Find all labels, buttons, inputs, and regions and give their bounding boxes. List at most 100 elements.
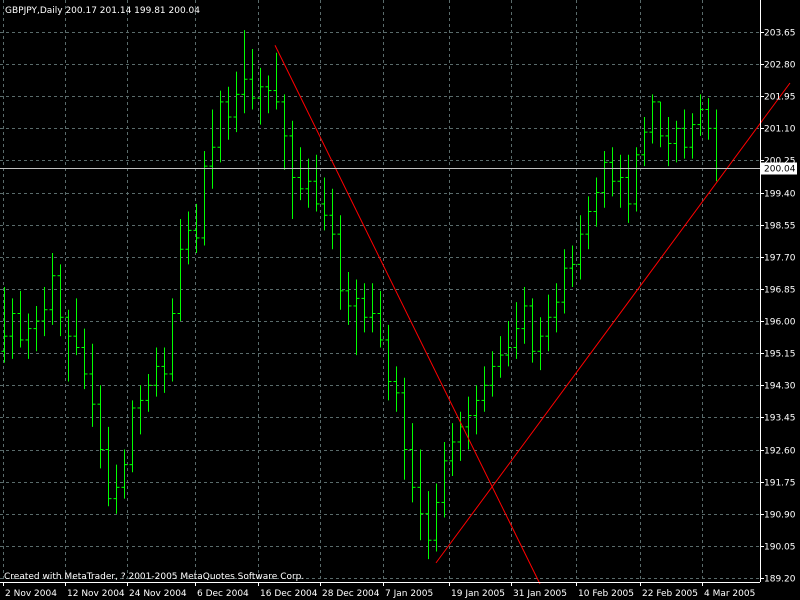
ohlc-bar-64 <box>513 302 520 359</box>
x-tick-label-1: 12 Nov 2004 <box>67 589 125 599</box>
ohlc-bar-75 <box>601 151 608 208</box>
current-price-label: 200.04 <box>761 162 797 175</box>
ohlc-bar-18 <box>145 373 152 412</box>
y-tick-label-14: 191.75 <box>764 479 796 489</box>
ohlc-bar-77 <box>617 154 624 208</box>
y-tick-label-0: 203.65 <box>764 29 796 39</box>
ohlc-bar-45 <box>361 283 368 333</box>
ohlc-bar-40 <box>321 177 328 231</box>
ohlc-bar-0 <box>1 287 8 363</box>
ohlc-bar-37 <box>297 147 304 201</box>
ohlc-bar-65 <box>521 287 528 344</box>
ohlc-bar-30 <box>241 30 248 114</box>
ohlc-bar-32 <box>257 67 264 125</box>
y-tick-label-12: 193.45 <box>764 414 796 424</box>
ohlc-bar-2 <box>17 290 24 348</box>
ohlc-bar-55 <box>441 441 448 518</box>
ohlc-bar-29 <box>233 71 240 133</box>
y-tick-label-7: 197.70 <box>764 254 796 264</box>
x-tick-label-3: 6 Dec 2004 <box>197 589 249 599</box>
ohlc-bar-13 <box>105 426 112 507</box>
x-tick-label-0: 2 Nov 2004 <box>5 589 57 599</box>
ohlc-bar-69 <box>553 283 560 333</box>
ohlc-bar-68 <box>545 294 552 352</box>
ohlc-bar-42 <box>337 215 344 310</box>
ohlc-bar-36 <box>289 120 296 220</box>
y-tick-label-2: 201.95 <box>764 93 796 103</box>
x-tick-label-2: 24 Nov 2004 <box>129 589 187 599</box>
y-tick-label-1: 202.80 <box>764 61 796 71</box>
ohlc-bar-61 <box>489 351 496 397</box>
ohlc-bar-33 <box>265 75 272 114</box>
ohlc-bar-23 <box>185 211 192 265</box>
x-axis-ticks: 2 Nov 2004 12 Nov 2004 24 Nov 2004 6 Dec 20… <box>3 582 755 599</box>
ohlc-bar-70 <box>561 249 568 314</box>
ohlc-bar-22 <box>177 219 184 322</box>
ohlc-bar-41 <box>329 188 336 250</box>
ohlc-bar-25 <box>201 151 208 246</box>
ohlc-bar-50 <box>401 377 408 480</box>
y-tick-label-17: 189.20 <box>764 575 796 585</box>
y-tick-label-9: 196.00 <box>764 318 796 328</box>
ohlc-bar-26 <box>209 109 216 189</box>
ohlc-bar-81 <box>649 94 656 144</box>
ohlc-bar-4 <box>33 305 40 352</box>
grid <box>0 0 760 582</box>
x-tick-label-6: 7 Jan 2005 <box>385 589 433 599</box>
y-tick-label-5: 199.40 <box>764 190 796 200</box>
ohlc-bar-15 <box>121 449 128 499</box>
ohlc-bar-6 <box>49 253 56 325</box>
ohlc-bar-10 <box>81 328 88 390</box>
x-tick-label-9: 10 Feb 2005 <box>578 589 634 599</box>
ohlc-bar-54 <box>433 483 440 552</box>
svg-text:200.04: 200.04 <box>764 165 796 175</box>
ohlc-bar-82 <box>657 101 664 148</box>
ohlc-bar-51 <box>409 423 416 503</box>
ohlc-bar-63 <box>505 321 512 367</box>
ohlc-bar-3 <box>25 313 32 359</box>
ohlc-bar-7 <box>57 264 64 337</box>
ohlc-bar-43 <box>345 271 352 325</box>
ohlc-bar-52 <box>417 449 424 541</box>
ohlc-bar-12 <box>97 385 104 469</box>
x-tick-label-5: 28 Dec 2004 <box>322 589 380 599</box>
ohlc-bar-85 <box>681 109 688 159</box>
ohlc-bar-53 <box>425 491 432 560</box>
ohlc-bar-83 <box>665 117 672 167</box>
ohlc-bar-74 <box>593 177 600 227</box>
price-bars[interactable] <box>1 30 720 560</box>
y-axis-ticks: 203.65 202.80 201.95 201.10 200.25 199.40 198.… <box>760 29 796 585</box>
ohlc-bar-79 <box>633 147 640 212</box>
y-tick-label-6: 198.55 <box>764 222 796 232</box>
ohlc-bar-28 <box>225 86 232 140</box>
ohlc-bar-47 <box>377 290 384 348</box>
ohlc-bar-8 <box>65 309 72 382</box>
ohlc-bar-71 <box>569 245 576 288</box>
ohlc-bar-59 <box>473 385 480 435</box>
ohlc-bar-27 <box>217 90 224 163</box>
ohlc-bar-49 <box>393 366 400 412</box>
y-tick-label-3: 201.10 <box>764 125 796 135</box>
ohlc-bar-34 <box>273 52 280 110</box>
trendlines[interactable] <box>274 45 791 585</box>
ohlc-bar-76 <box>609 147 616 197</box>
chart-header: GBPJPY,Daily 200.17 201.14 199.81 200.04 <box>5 6 200 16</box>
trendline-1 <box>435 82 791 564</box>
ohlc-bar-48 <box>385 324 392 401</box>
ohlc-bar-73 <box>585 196 592 250</box>
ohlc-bar-84 <box>673 120 680 163</box>
ohlc-bar-1 <box>9 298 16 359</box>
ohlc-bar-46 <box>369 283 376 333</box>
ohlc-bar-60 <box>481 366 488 412</box>
ohlc-bar-58 <box>465 396 472 450</box>
ohlc-bar-44 <box>353 279 360 356</box>
ohlc-bar-88 <box>705 98 712 140</box>
ohlc-bar-87 <box>697 94 704 136</box>
x-tick-label-11: 4 Mar 2005 <box>704 589 755 599</box>
ohlc-bar-20 <box>161 347 168 393</box>
ohlc-bar-9 <box>73 298 80 356</box>
y-tick-label-13: 192.60 <box>764 447 796 457</box>
ohlc-bar-11 <box>89 343 96 427</box>
y-tick-label-15: 190.90 <box>764 511 796 521</box>
